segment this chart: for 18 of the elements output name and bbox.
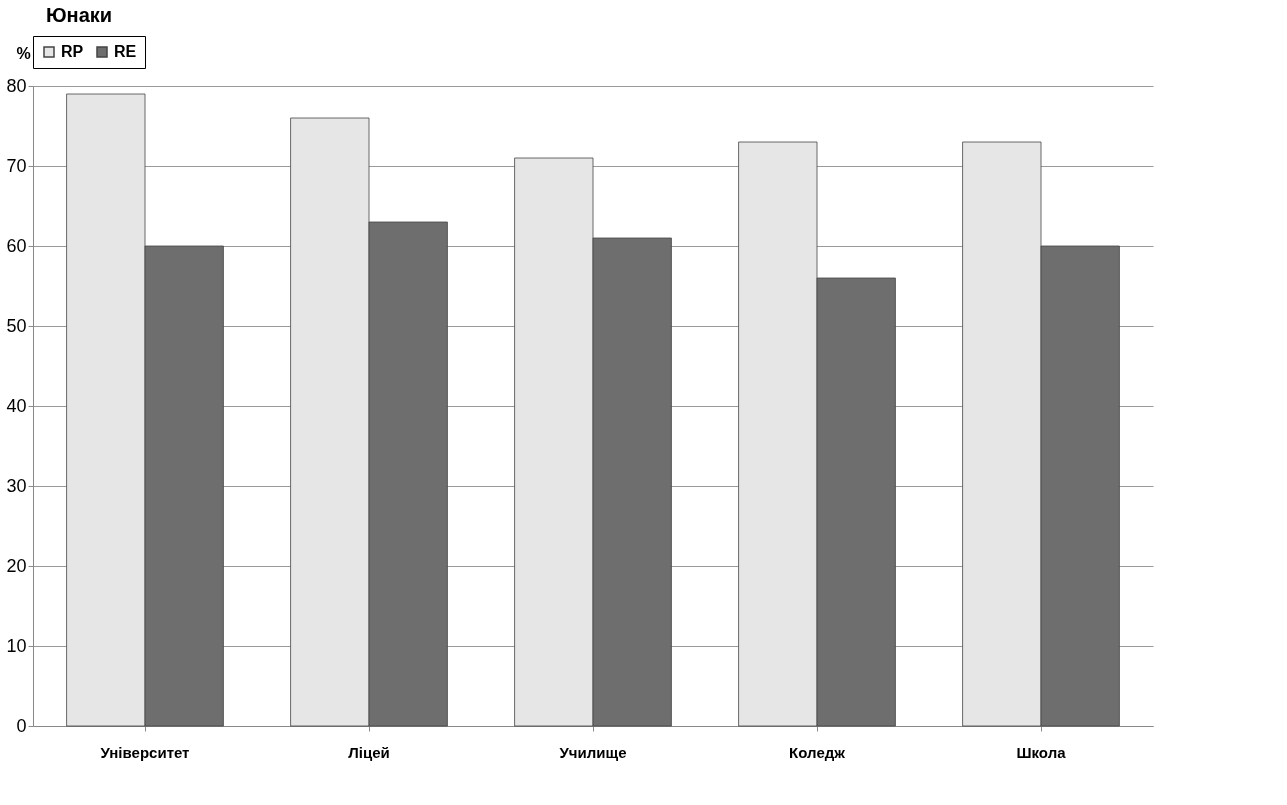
y-tick-label: 60: [6, 235, 27, 256]
y-tick-label: 80: [6, 75, 27, 96]
legend-label: RE: [114, 43, 137, 60]
y-tick-label: 70: [6, 155, 27, 176]
y-tick-label: 50: [6, 315, 27, 336]
y-tick-label: 10: [6, 635, 27, 656]
x-tick-label: Коледж: [789, 743, 846, 761]
chart-title: Юнаки: [45, 3, 113, 26]
y-tick-label: 0: [16, 715, 27, 736]
x-tick-label: Ліцей: [348, 743, 390, 761]
y-tick-label: 40: [6, 395, 27, 416]
x-tick-label: Університет: [100, 743, 190, 761]
legend-label: RP: [61, 43, 84, 60]
x-tick-label: Школа: [1016, 743, 1067, 761]
y-tick-label: 20: [6, 555, 27, 576]
x-tick-label: Училище: [559, 743, 627, 761]
y-axis-title: %: [16, 44, 31, 62]
y-tick-label: 30: [6, 475, 27, 496]
